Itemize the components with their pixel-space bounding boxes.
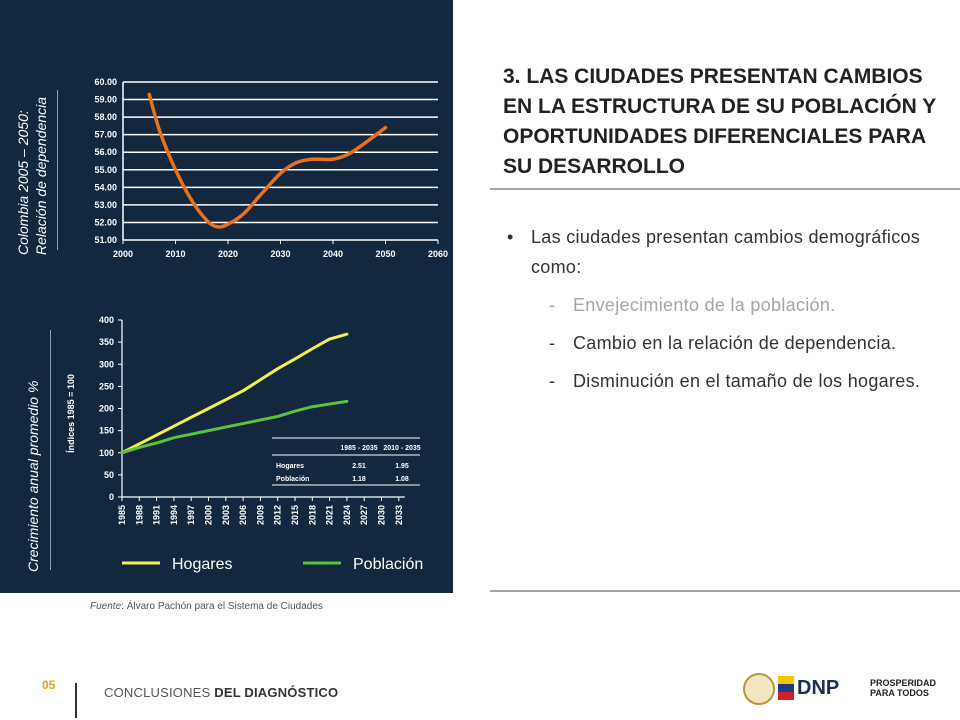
growth-y-tick-label: 0	[109, 492, 114, 502]
growth-y-tick-label: 350	[99, 337, 114, 347]
chart-panel: Colombia 2005 – 2050: Relación de depend…	[0, 0, 453, 593]
dependency-y-tick-label: 56.00	[94, 147, 117, 157]
dependency-x-tick-label: 2020	[218, 249, 238, 259]
subpoint-3-dash: -	[549, 371, 556, 391]
dependency-y-tick-label: 60.00	[94, 77, 117, 87]
dependency-chart: 51.00 52.00 53.00 54.00 55.00 56.00 57.00 58.00…	[94, 77, 448, 259]
colombia-flag-icon	[778, 676, 794, 700]
growth-x-tick-label: 2000	[204, 505, 214, 525]
growth-x-tick-label: 2030	[377, 505, 387, 525]
growth-x-tick-label: 2021	[325, 505, 335, 525]
growth-x-tick-label: 2012	[273, 505, 283, 525]
dependency-x-tick-label: 2030	[270, 249, 290, 259]
growth-y-tick-label: 300	[99, 359, 114, 369]
source-text: : Álvaro Pachón para el Sistema de Ciuda…	[121, 601, 323, 612]
growth-x-tick-label: 1985	[117, 505, 127, 525]
growth-x-tick-label: 2024	[342, 505, 352, 525]
subpoint-2-text: Cambio en la relación de dependencia.	[573, 333, 897, 353]
page-number: 05	[42, 678, 56, 692]
growth-y-tick-label: 250	[99, 381, 114, 391]
bullet-dot: •	[507, 227, 514, 247]
growth-y-tick-label: 50	[104, 470, 114, 480]
dependency-x-tick-label: 2010	[165, 249, 185, 259]
prosperidad-logo: PROSPERIDAD PARA TODOS	[870, 678, 936, 698]
dependency-x-tick-label: 2000	[113, 249, 133, 259]
growth-x-tick-label: 2009	[255, 505, 265, 525]
slide-content: • Las ciudades presentan cambios demográ…	[503, 222, 933, 396]
growth-side-rule	[50, 330, 51, 570]
footer-divider	[75, 683, 77, 718]
content-rule	[490, 590, 960, 592]
dependency-x-tick-label: 2040	[323, 249, 343, 259]
legend-poblacion-label: Población	[353, 556, 423, 573]
growth-y-tick-label: 150	[99, 426, 114, 436]
table-header: 1985 - 2035	[340, 445, 377, 452]
growth-y-tick-label: 400	[99, 315, 114, 325]
growth-x-tick-label: 1994	[169, 505, 179, 525]
prosperidad-logo-line1: PROSPERIDAD	[870, 678, 937, 688]
hogares-series-line	[120, 332, 349, 455]
growth-y-tick-label: 200	[99, 404, 114, 414]
dependency-y-tick-label: 59.00	[94, 95, 117, 105]
growth-x-tick-label: 1988	[134, 505, 144, 525]
growth-x-tick-label: 1997	[186, 505, 196, 525]
growth-chart: 0 50 100 150 200 250 300 350 400 Índices 1985 = 1…	[66, 315, 423, 573]
dependency-y-tick-label: 57.00	[94, 130, 117, 140]
dependency-y-tick-label: 55.00	[94, 165, 117, 175]
dependency-side-rule	[57, 90, 58, 250]
table-cell: 2.51	[352, 463, 366, 470]
source-label: Fuente	[90, 601, 122, 612]
table-cell: 1.95	[395, 463, 409, 470]
dependency-y-tick-label: 58.00	[94, 112, 117, 122]
footer-text-bold: DEL DIAGNÓSTICO	[214, 685, 339, 700]
dependency-y-tick-label: 52.00	[94, 217, 117, 227]
growth-x-tick-label: 2033	[394, 505, 404, 525]
dependency-series-line	[147, 92, 388, 229]
growth-y-axis-label: Índices 1985 = 100	[66, 374, 76, 453]
prosperidad-logo-line2: PARA TODOS	[870, 688, 929, 698]
dependency-y-tick-label: 51.00	[94, 235, 117, 245]
footer-section-label: CONCLUSIONES DEL DIAGNÓSTICO	[104, 685, 338, 700]
subpoint-1: - Envejecimiento de la población.	[503, 290, 933, 320]
colombia-seal-icon	[743, 673, 775, 705]
table-cell: Hogares	[276, 463, 304, 470]
growth-y-tick-label: 100	[99, 448, 114, 458]
title-rule	[490, 188, 960, 190]
poblacion-series-line	[120, 399, 349, 455]
main-bullet-text: Las ciudades presentan cambios demográfi…	[531, 227, 921, 277]
footer-text-regular: CONCLUSIONES	[104, 685, 215, 700]
slide-title: 3. LAS CIUDADES PRESENTAN CAMBIOS EN LA …	[503, 65, 936, 178]
dependency-y-tick-label: 54.00	[94, 182, 117, 192]
subpoint-3-text: Disminución en el tamaño de los hogares.	[573, 371, 921, 391]
growth-x-tick-label: 2003	[221, 505, 231, 525]
growth-x-tick-label: 1991	[152, 505, 162, 525]
dnp-logo: DNP	[778, 676, 848, 700]
growth-x-tick-label: 2006	[238, 505, 248, 525]
growth-x-tick-label: 2015	[290, 505, 300, 525]
source-note: Fuente: Álvaro Pachón para el Sistema de…	[90, 601, 323, 612]
growth-x-tick-label: 2018	[307, 505, 317, 525]
subpoint-2: - Cambio en la relación de dependencia.	[503, 328, 933, 358]
table-header: 2010 - 2035	[383, 445, 420, 452]
dependency-y-tick-label: 53.00	[94, 200, 117, 210]
table-cell: 1.08	[395, 476, 409, 483]
growth-x-tick-label: 2027	[359, 505, 369, 525]
dependency-x-tick-label: 2060	[428, 249, 448, 259]
subpoint-2-dash: -	[549, 333, 556, 353]
subpoint-1-text: Envejecimiento de la población.	[573, 295, 836, 315]
main-bullet: • Las ciudades presentan cambios demográ…	[503, 222, 933, 282]
legend-hogares-label: Hogares	[172, 556, 232, 573]
table-cell: 1.18	[352, 476, 366, 483]
dnp-logo-text: DNP	[797, 677, 840, 699]
subpoint-3: - Disminución en el tamaño de los hogare…	[503, 366, 933, 396]
dependency-x-tick-label: 2050	[375, 249, 395, 259]
table-cell: Población	[276, 476, 309, 483]
subpoint-1-dash: -	[549, 295, 556, 315]
